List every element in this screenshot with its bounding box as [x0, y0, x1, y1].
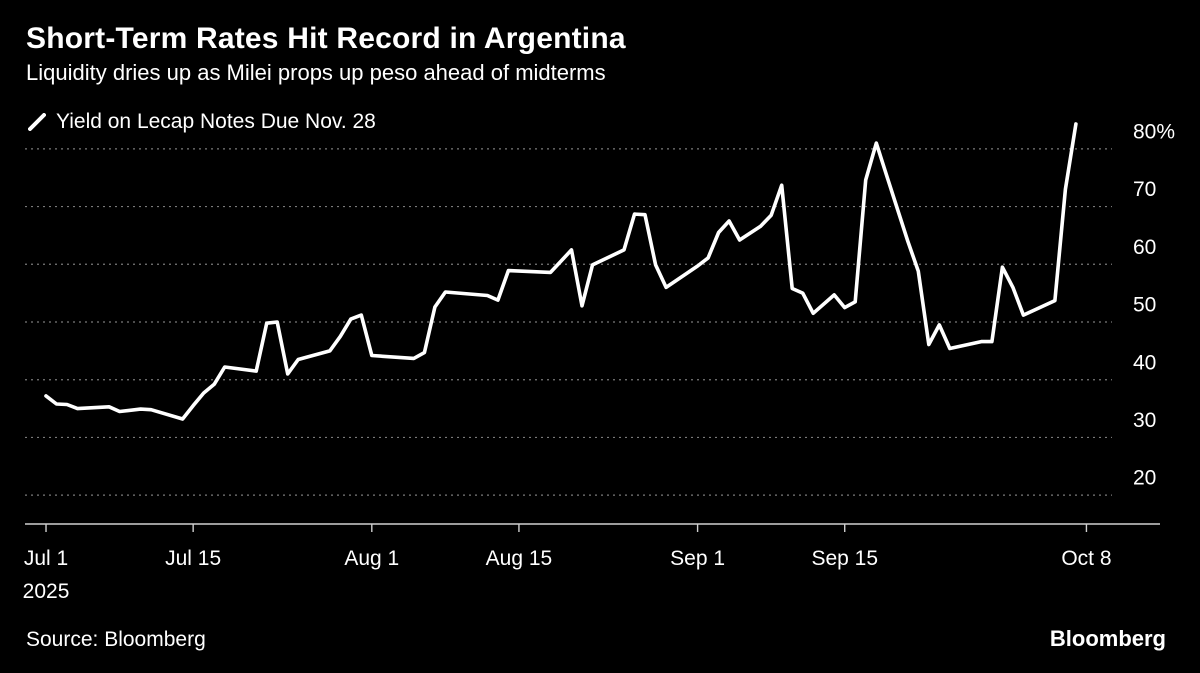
- x-tick-sublabel: 2025: [23, 580, 70, 603]
- x-tick-label: Jul 1: [24, 547, 68, 570]
- bloomberg-logo: Bloomberg: [1049, 626, 1166, 651]
- chart-subtitle: Liquidity dries up as Milei props up pes…: [26, 60, 606, 85]
- chart-title: Short-Term Rates Hit Record in Argentina: [26, 22, 626, 55]
- chart-legend: Yield on Lecap Notes Due Nov. 28: [28, 110, 376, 134]
- y-tick-label: 70: [1133, 178, 1156, 201]
- y-tick-label: 60: [1133, 236, 1156, 259]
- source-note: Source: Bloomberg: [26, 628, 206, 651]
- x-tick-label: Jul 15: [165, 547, 221, 570]
- x-tick-label: Aug 1: [344, 547, 399, 570]
- y-tick-label: 30: [1133, 409, 1156, 432]
- legend-line-icon: [28, 113, 46, 131]
- x-tick-label: Sep 1: [670, 547, 725, 570]
- legend-label: Yield on Lecap Notes Due Nov. 28: [56, 110, 376, 133]
- y-tick-label: 40: [1133, 351, 1156, 374]
- series-line: [44, 122, 1078, 421]
- y-tick-label: 80%: [1133, 120, 1175, 143]
- x-tick-label: Aug 15: [486, 547, 553, 570]
- y-tick-label: 50: [1133, 294, 1156, 317]
- x-tick-label: Oct 8: [1061, 547, 1111, 570]
- y-tick-label: 20: [1133, 467, 1156, 490]
- x-tick-label: Sep 15: [811, 547, 878, 570]
